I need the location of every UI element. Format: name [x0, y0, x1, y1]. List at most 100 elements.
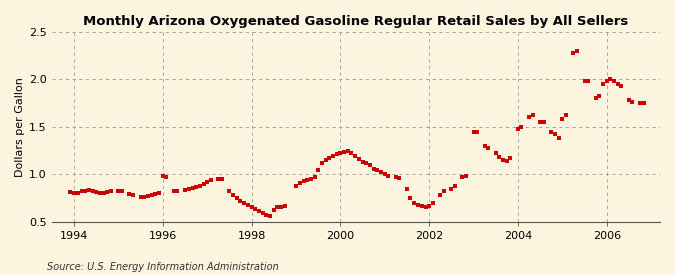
- Point: [372, 167, 383, 172]
- Point: [512, 126, 523, 131]
- Point: [601, 79, 612, 84]
- Point: [313, 167, 323, 172]
- Point: [272, 205, 283, 210]
- Point: [95, 191, 105, 196]
- Point: [634, 101, 645, 105]
- Point: [379, 172, 390, 177]
- Point: [416, 204, 427, 208]
- Point: [468, 129, 479, 134]
- Point: [302, 178, 313, 182]
- Point: [579, 79, 590, 84]
- Point: [546, 129, 557, 134]
- Point: [213, 177, 223, 181]
- Point: [527, 113, 538, 118]
- Point: [598, 82, 609, 86]
- Point: [146, 193, 157, 197]
- Point: [427, 200, 438, 205]
- Point: [172, 189, 183, 194]
- Point: [124, 192, 135, 196]
- Point: [572, 49, 583, 53]
- Point: [516, 125, 527, 129]
- Point: [309, 175, 320, 179]
- Point: [364, 163, 375, 167]
- Point: [605, 77, 616, 82]
- Point: [583, 79, 593, 84]
- Point: [169, 189, 180, 194]
- Point: [113, 189, 124, 194]
- Point: [424, 204, 435, 208]
- Point: [557, 117, 568, 122]
- Point: [394, 176, 405, 180]
- Point: [331, 152, 342, 156]
- Point: [402, 186, 412, 191]
- Point: [549, 132, 560, 137]
- Point: [139, 195, 150, 199]
- Point: [342, 148, 353, 153]
- Point: [350, 154, 360, 158]
- Point: [346, 151, 357, 156]
- Point: [154, 191, 165, 196]
- Point: [102, 190, 113, 194]
- Point: [502, 159, 512, 163]
- Point: [390, 175, 401, 179]
- Point: [479, 144, 490, 148]
- Point: [457, 175, 468, 179]
- Point: [446, 186, 457, 191]
- Point: [612, 82, 623, 86]
- Point: [227, 193, 238, 197]
- Point: [198, 182, 209, 186]
- Point: [117, 189, 128, 194]
- Point: [324, 156, 335, 160]
- Point: [99, 191, 109, 196]
- Point: [161, 175, 171, 179]
- Point: [65, 190, 76, 194]
- Point: [294, 181, 305, 185]
- Point: [594, 94, 605, 99]
- Point: [190, 185, 201, 189]
- Point: [187, 185, 198, 190]
- Point: [360, 161, 371, 165]
- Point: [405, 196, 416, 200]
- Point: [538, 120, 549, 124]
- Point: [409, 200, 420, 205]
- Point: [254, 209, 265, 213]
- Point: [376, 170, 387, 175]
- Point: [135, 195, 146, 199]
- Point: [305, 177, 316, 181]
- Point: [438, 189, 449, 194]
- Point: [638, 101, 649, 105]
- Point: [421, 204, 431, 209]
- Title: Monthly Arizona Oxygenated Gasoline Regular Retail Sales by All Sellers: Monthly Arizona Oxygenated Gasoline Regu…: [83, 15, 628, 28]
- Point: [298, 179, 309, 183]
- Point: [205, 178, 216, 182]
- Point: [83, 188, 94, 192]
- Point: [494, 155, 505, 160]
- Point: [490, 151, 501, 156]
- Point: [279, 204, 290, 208]
- Point: [235, 199, 246, 203]
- Point: [435, 193, 446, 197]
- Point: [246, 205, 257, 210]
- Point: [276, 204, 287, 209]
- Point: [624, 98, 634, 103]
- Text: Source: U.S. Energy Information Administration: Source: U.S. Energy Information Administ…: [47, 262, 279, 272]
- Point: [202, 180, 213, 184]
- Point: [250, 207, 261, 211]
- Point: [150, 192, 161, 196]
- Point: [317, 161, 327, 165]
- Point: [472, 129, 483, 134]
- Point: [560, 113, 571, 118]
- Point: [524, 115, 535, 120]
- Point: [87, 189, 98, 194]
- Point: [627, 100, 638, 104]
- Point: [535, 120, 545, 124]
- Point: [383, 174, 394, 178]
- Point: [224, 189, 235, 194]
- Point: [483, 145, 493, 150]
- Point: [90, 190, 101, 194]
- Point: [369, 166, 379, 171]
- Point: [242, 202, 253, 207]
- Point: [357, 160, 368, 164]
- Point: [72, 191, 83, 196]
- Point: [142, 194, 153, 198]
